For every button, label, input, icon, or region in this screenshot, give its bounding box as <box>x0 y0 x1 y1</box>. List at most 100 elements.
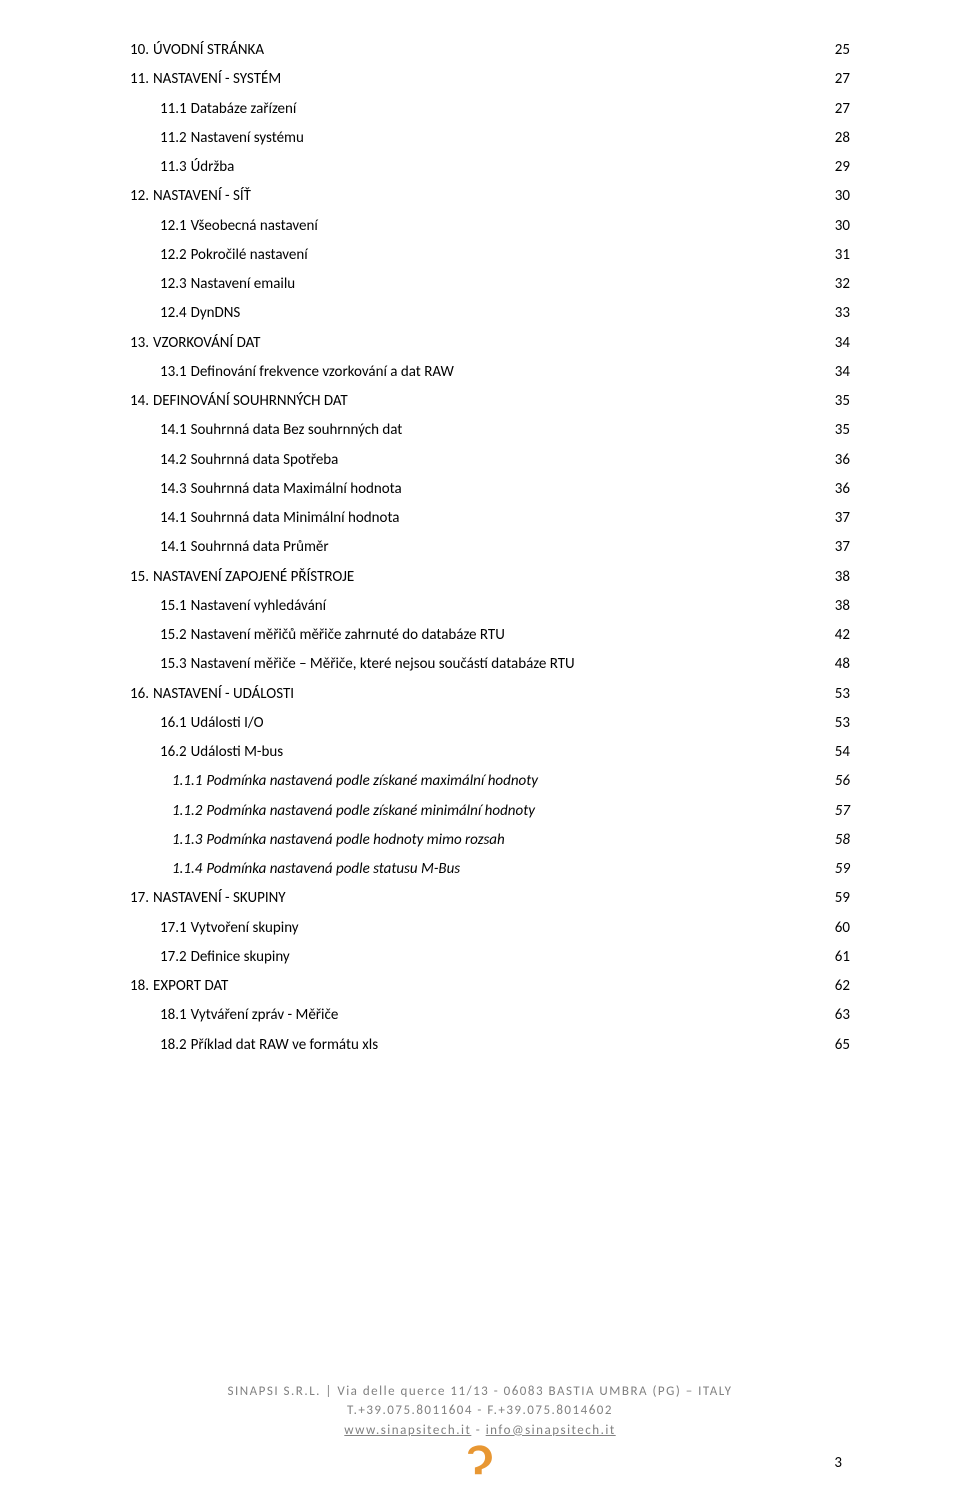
toc-entry-number: 18. <box>130 976 149 998</box>
toc-entry-label: NASTAVENÍ - SYSTÉM <box>149 69 281 91</box>
toc-entry-page: 28 <box>835 128 850 150</box>
toc-entry[interactable]: 12.4DynDNS33 <box>130 303 850 325</box>
toc-entry-number: 18.2 <box>160 1035 187 1057</box>
toc-entry-number: 12. <box>130 186 149 208</box>
toc-entry[interactable]: 16.NASTAVENÍ - UDÁLOSTI53 <box>130 684 850 706</box>
toc-entry[interactable]: 1.1.1Podmínka nastavená podle získané ma… <box>130 771 850 793</box>
toc-entry-label: Souhrnná data Průměr <box>187 537 329 559</box>
toc-entry-label: NASTAVENÍ - SKUPINY <box>149 888 286 910</box>
toc-entry-page: 62 <box>835 976 850 998</box>
toc-entry-label: ÚVODNÍ STRÁNKA <box>149 40 264 62</box>
toc-entry[interactable]: 11.NASTAVENÍ - SYSTÉM 27 <box>130 69 850 91</box>
toc-entry-page: 25 <box>835 40 850 62</box>
toc-entry-page: 31 <box>835 245 850 267</box>
toc-entry-number: 13. <box>130 333 149 355</box>
toc-entry-number: 15.3 <box>160 654 187 676</box>
toc-entry[interactable]: 14.1Souhrnná data Bez souhrnných dat35 <box>130 420 850 442</box>
footer-website-link[interactable]: www.sinapsitech.it <box>344 1423 471 1438</box>
toc-entry[interactable]: 18.2Příklad dat RAW ve formátu xls65 <box>130 1035 850 1057</box>
toc-entry[interactable]: 16.2Události M-bus54 <box>130 742 850 764</box>
footer-address: SINAPSI S.R.L. | Via delle querce 11/13 … <box>0 1382 960 1402</box>
footer-links: www.sinapsitech.it - info@sinapsitech.it <box>0 1421 960 1441</box>
toc-entry-page: 27 <box>835 99 850 121</box>
toc-entry[interactable]: 17.2Definice skupiny 61 <box>130 947 850 969</box>
toc-entry[interactable]: 1.1.3Podmínka nastavená podle hodnoty mi… <box>130 830 850 852</box>
toc-entry[interactable]: 14.DEFINOVÁNÍ SOUHRNNÝCH DAT35 <box>130 391 850 413</box>
toc-entry-page: 59 <box>835 888 850 910</box>
toc-entry-label: Události M-bus <box>187 742 284 764</box>
toc-entry[interactable]: 13.VZORKOVÁNÍ DAT 34 <box>130 333 850 355</box>
toc-entry-number: 15. <box>130 567 149 589</box>
toc-entry-label: NASTAVENÍ - SÍŤ <box>149 186 251 208</box>
toc-entry-number: 12.2 <box>160 245 187 267</box>
toc-entry-page: 34 <box>835 333 850 355</box>
toc-entry-number: 18.1 <box>160 1005 187 1027</box>
footer-separator: - <box>471 1423 485 1438</box>
toc-entry-page: 27 <box>835 69 850 91</box>
toc-entry-number: 11.1 <box>160 99 187 121</box>
toc-entry-label: Definice skupiny <box>187 947 290 969</box>
toc-entry[interactable]: 13.1Definování frekvence vzorkování a da… <box>130 362 850 384</box>
toc-entry-label: Databáze zařízení <box>187 99 297 121</box>
toc-entry-page: 38 <box>835 596 850 618</box>
toc-entry-number: 11. <box>130 69 149 91</box>
toc-entry-label: Nastavení měřičů měřiče zahrnuté do data… <box>187 625 505 647</box>
toc-entry[interactable]: 14.1Souhrnná data Minimální hodnota37 <box>130 508 850 530</box>
toc-entry-page: 59 <box>835 859 850 881</box>
toc-entry-page: 63 <box>835 1005 850 1027</box>
toc-entry[interactable]: 15.2Nastavení měřičů měřiče zahrnuté do … <box>130 625 850 647</box>
toc-entry-label: Definování frekvence vzorkování a dat RA… <box>187 362 454 384</box>
toc-entry-number: 10. <box>130 40 149 62</box>
toc-entry-label: EXPORT DAT <box>149 976 228 998</box>
toc-entry-label: Události I/O <box>187 713 264 735</box>
toc-entry-number: 17.2 <box>160 947 187 969</box>
toc-entry[interactable]: 11.3Údržba29 <box>130 157 850 179</box>
toc-entry-number: 1.1.3 <box>172 830 202 852</box>
toc-entry[interactable]: 10.ÚVODNÍ STRÁNKA 25 <box>130 40 850 62</box>
toc-entry[interactable]: 11.2Nastavení systému28 <box>130 128 850 150</box>
toc-entry-page: 37 <box>835 508 850 530</box>
toc-entry-number: 16.2 <box>160 742 187 764</box>
toc-entry[interactable]: 14.3Souhrnná data Maximální hodnota36 <box>130 479 850 501</box>
toc-entry-page: 53 <box>835 684 850 706</box>
toc-entry-label: Nastavení emailu <box>187 274 296 296</box>
toc-entry[interactable]: 18.EXPORT DAT 62 <box>130 976 850 998</box>
toc-entry-number: 14. <box>130 391 149 413</box>
toc-entry-page: 60 <box>835 918 850 940</box>
toc-entry[interactable]: 12.NASTAVENÍ - SÍŤ 30 <box>130 186 850 208</box>
toc-entry-number: 17.1 <box>160 918 187 940</box>
toc-entry-page: 42 <box>835 625 850 647</box>
toc-entry[interactable]: 17.NASTAVENÍ - SKUPINY59 <box>130 888 850 910</box>
toc-entry-page: 65 <box>835 1035 850 1057</box>
table-of-contents: 10.ÚVODNÍ STRÁNKA 25 11.NASTAVENÍ - SYSTÉM… <box>0 0 960 1056</box>
toc-entry[interactable]: 1.1.2Podmínka nastavená podle získané mi… <box>130 801 850 823</box>
toc-entry[interactable]: 1.1.4Podmínka nastavená podle statusu M-… <box>130 859 850 881</box>
toc-entry-page: 30 <box>835 186 850 208</box>
toc-entry[interactable]: 14.1Souhrnná data Průměr37 <box>130 537 850 559</box>
toc-entry-label: Souhrnná data Bez souhrnných dat <box>187 420 403 442</box>
toc-entry[interactable]: 12.1Všeobecná nastavení30 <box>130 216 850 238</box>
toc-entry-page: 35 <box>835 420 850 442</box>
toc-entry[interactable]: 15.3Nastavení měřiče – Měřiče, které nej… <box>130 654 850 676</box>
toc-entry-number: 1.1.2 <box>172 801 202 823</box>
toc-entry-number: 13.1 <box>160 362 187 384</box>
toc-entry[interactable]: 11.1Databáze zařízení 27 <box>130 99 850 121</box>
page-number: 3 <box>834 1454 842 1472</box>
toc-entry-page: 61 <box>835 947 850 969</box>
toc-entry[interactable]: 15.NASTAVENÍ ZAPOJENÉ PŘÍSTROJE38 <box>130 567 850 589</box>
toc-entry-page: 30 <box>835 216 850 238</box>
toc-entry-label: VZORKOVÁNÍ DAT <box>149 333 260 355</box>
toc-entry-number: 11.3 <box>160 157 187 179</box>
toc-entry[interactable]: 18.1Vytváření zpráv - Měřiče63 <box>130 1005 850 1027</box>
toc-entry[interactable]: 12.3Nastavení emailu32 <box>130 274 850 296</box>
toc-entry-page: 56 <box>835 771 850 793</box>
toc-entry-number: 16.1 <box>160 713 187 735</box>
company-logo-icon <box>463 1442 497 1476</box>
toc-entry[interactable]: 16.1Události I/O53 <box>130 713 850 735</box>
toc-entry[interactable]: 15.1Nastavení vyhledávání38 <box>130 596 850 618</box>
toc-entry[interactable]: 17.1Vytvoření skupiny60 <box>130 918 850 940</box>
footer-email-link[interactable]: info@sinapsitech.it <box>486 1423 616 1438</box>
toc-entry-page: 33 <box>835 303 850 325</box>
toc-entry[interactable]: 12.2Pokročilé nastavení31 <box>130 245 850 267</box>
toc-entry[interactable]: 14.2Souhrnná data Spotřeba36 <box>130 450 850 472</box>
